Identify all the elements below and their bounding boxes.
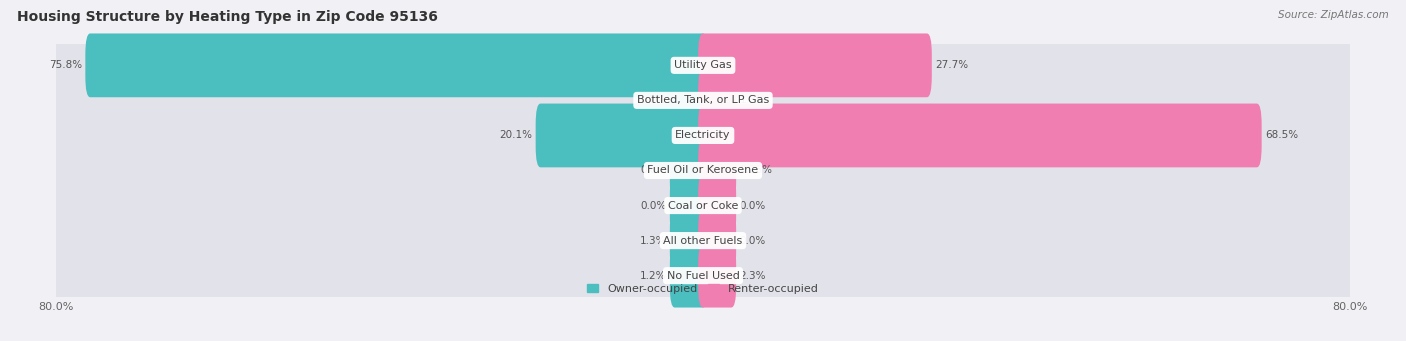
Text: Bottled, Tank, or LP Gas: Bottled, Tank, or LP Gas [637,95,769,105]
FancyBboxPatch shape [55,176,1351,235]
FancyBboxPatch shape [699,209,737,272]
Text: Electricity: Electricity [675,131,731,140]
FancyBboxPatch shape [669,69,707,132]
Text: 0.0%: 0.0% [640,201,666,210]
FancyBboxPatch shape [55,141,1351,200]
Text: No Fuel Used: No Fuel Used [666,271,740,281]
Text: 68.5%: 68.5% [1265,131,1298,140]
Text: 0.26%: 0.26% [740,165,772,176]
FancyBboxPatch shape [669,209,707,272]
FancyBboxPatch shape [699,138,737,203]
Text: Utility Gas: Utility Gas [675,60,731,70]
FancyBboxPatch shape [669,138,707,203]
FancyBboxPatch shape [669,244,707,308]
Text: Coal or Coke: Coal or Coke [668,201,738,210]
FancyBboxPatch shape [55,247,1351,305]
FancyBboxPatch shape [86,33,707,97]
Text: Housing Structure by Heating Type in Zip Code 95136: Housing Structure by Heating Type in Zip… [17,10,437,24]
FancyBboxPatch shape [55,211,1351,270]
FancyBboxPatch shape [55,71,1351,130]
Text: 27.7%: 27.7% [935,60,969,70]
Text: 1.2%: 1.2% [640,271,666,281]
FancyBboxPatch shape [699,104,1261,167]
Text: 1.7%: 1.7% [640,95,666,105]
FancyBboxPatch shape [55,106,1351,165]
FancyBboxPatch shape [699,244,737,308]
FancyBboxPatch shape [699,174,737,237]
Text: All other Fuels: All other Fuels [664,236,742,246]
Text: 0.0%: 0.0% [740,236,766,246]
Text: 20.1%: 20.1% [499,131,533,140]
Legend: Owner-occupied, Renter-occupied: Owner-occupied, Renter-occupied [586,284,820,294]
Text: Source: ZipAtlas.com: Source: ZipAtlas.com [1278,10,1389,20]
FancyBboxPatch shape [55,36,1351,94]
Text: 2.3%: 2.3% [740,271,766,281]
FancyBboxPatch shape [669,174,707,237]
Text: Fuel Oil or Kerosene: Fuel Oil or Kerosene [647,165,759,176]
Text: 1.3%: 1.3% [640,236,666,246]
Text: 0.0%: 0.0% [640,165,666,176]
Text: 0.0%: 0.0% [740,201,766,210]
Text: 75.8%: 75.8% [49,60,82,70]
Text: 1.3%: 1.3% [740,95,766,105]
FancyBboxPatch shape [699,69,737,132]
FancyBboxPatch shape [699,33,932,97]
FancyBboxPatch shape [536,104,707,167]
